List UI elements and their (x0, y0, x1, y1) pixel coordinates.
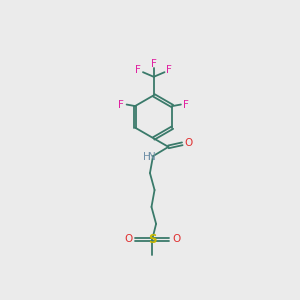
Text: H: H (143, 152, 151, 162)
Text: F: F (183, 100, 189, 110)
Text: N: N (148, 152, 156, 162)
Text: F: F (135, 65, 141, 75)
Text: O: O (124, 234, 133, 244)
Text: S: S (148, 233, 157, 246)
Text: F: F (118, 100, 124, 110)
Text: O: O (184, 138, 193, 148)
Text: O: O (172, 234, 180, 244)
Text: F: F (151, 59, 157, 69)
Text: F: F (166, 65, 172, 75)
